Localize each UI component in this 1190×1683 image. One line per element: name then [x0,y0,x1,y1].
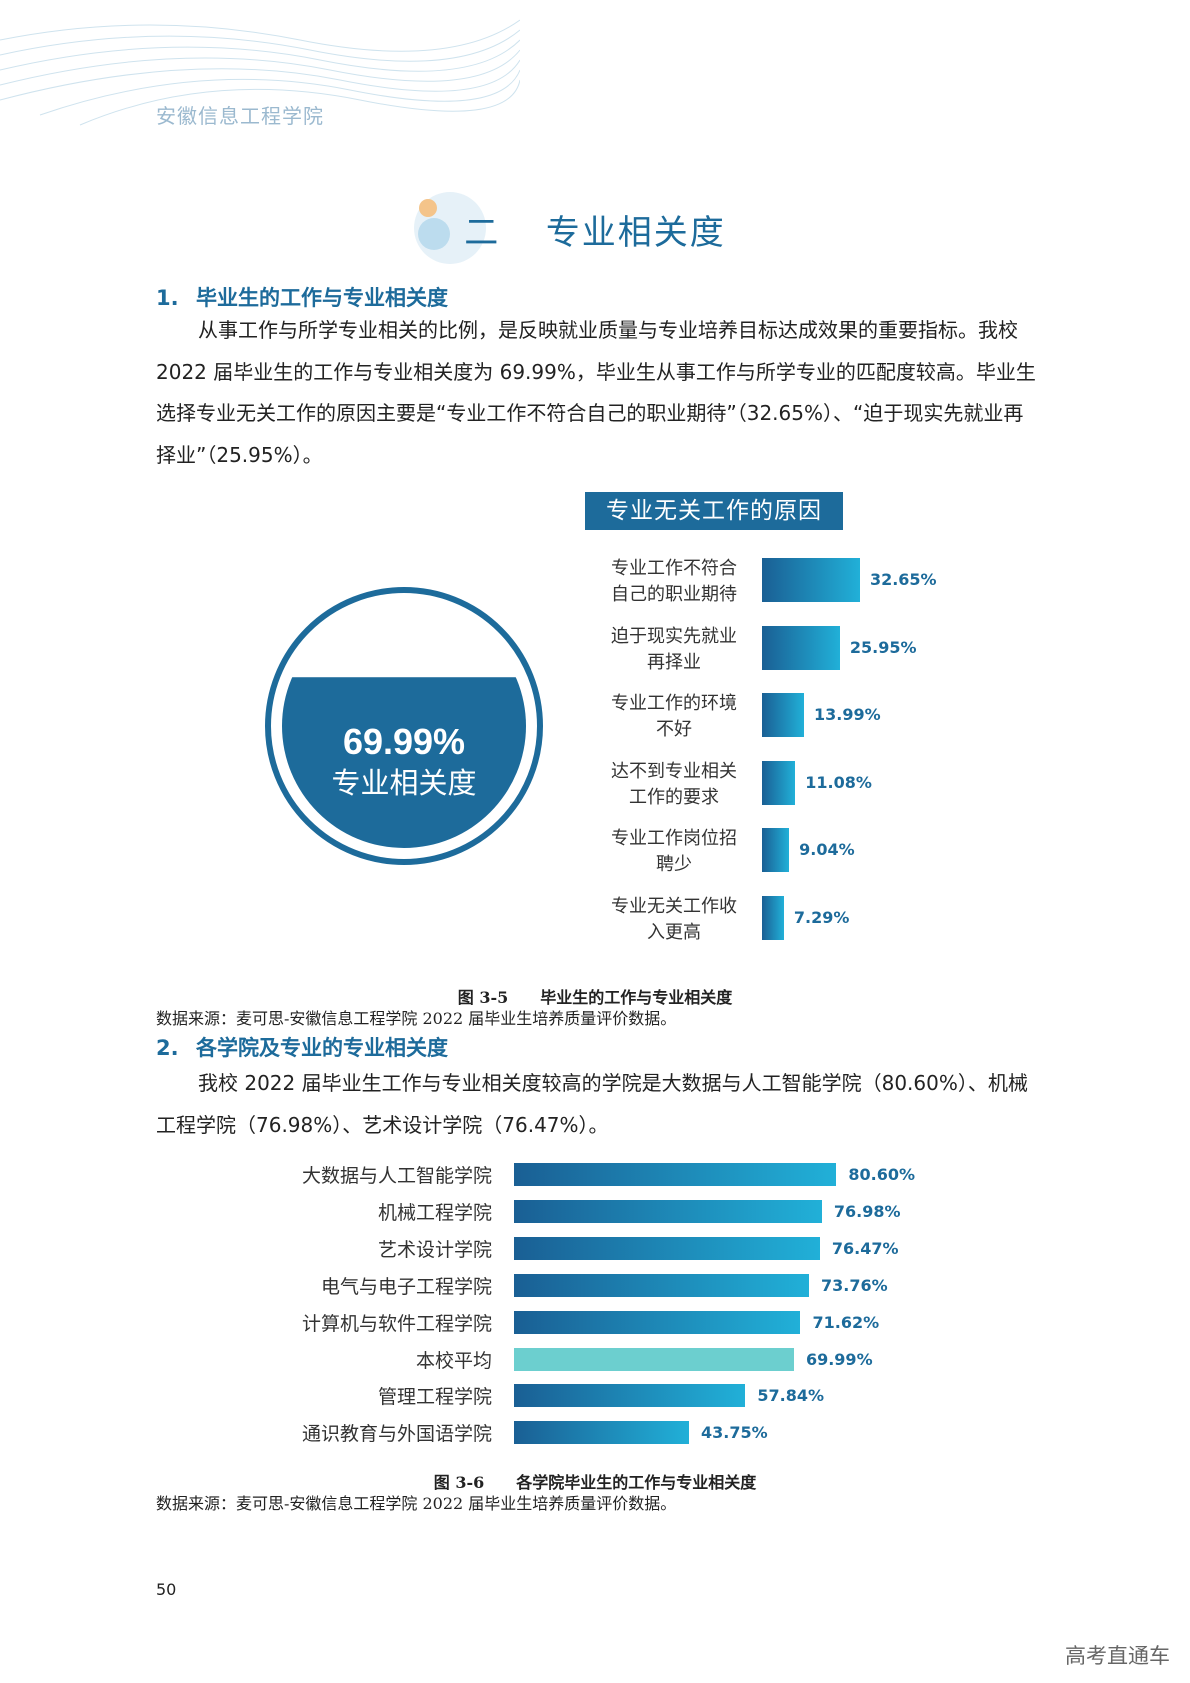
part2-paragraph: 我校 2022 届毕业生工作与专业相关度较高的学院是大数据与人工智能学院（80.… [156,1071,1028,1137]
college-bar-value: 71.62% [812,1312,880,1332]
college-label: 大数据与人工智能学院 [301,1165,492,1187]
reason-label-line: 达不到专业相关 [611,760,737,782]
part2-heading: 2. 各学院及专业的专业相关度 [156,1032,448,1062]
reason-label-line: 再择业 [647,651,701,673]
reason-label-line: 专业无关工作收 [611,895,737,917]
reason-bar [762,760,796,805]
college-bar [514,1384,746,1408]
reason-label-line: 聘少 [656,854,692,875]
reason-bar-value: 9.04% [799,840,855,859]
reason-bar [762,625,840,670]
college-bar [514,1236,820,1260]
college-label: 管理工程学院 [377,1386,492,1409]
reason-label-line: 专业工作的环境 [611,693,737,714]
section-title-decoration [414,192,486,264]
reason-label-line: 入更高 [647,921,701,943]
reason-label: 专业工作的环境 不好 [594,691,754,743]
part1-heading-text: 毕业生的工作与专业相关度 [196,286,448,310]
college-label: 通识教育与外国语学院 [301,1423,492,1446]
reason-bar [762,558,860,602]
reason-bar [762,828,790,872]
watermark: 高考直通车 [1065,1644,1170,1668]
reason-bar-value: 11.08% [805,772,872,792]
college-bar-value: 57.84% [757,1386,824,1406]
college-label: 机械工程学院 [377,1201,492,1224]
gauge-value: 69.99% [343,721,465,762]
reason-bar-value: 13.99% [813,705,881,724]
college-label: 艺术设计学院 [377,1238,492,1261]
part1-paragraph: 从事工作与所学专业相关的比例，是反映就业质量与专业培养目标达成效果的重要指标。我… [156,318,1036,467]
header-school-name: 安徽信息工程学院 [156,104,324,128]
college-bar-value: 80.60% [848,1165,916,1184]
reason-bar-value: 7.29% [793,907,850,927]
college-bar [514,1273,810,1297]
reason-bar [762,693,804,737]
college-bar-average [514,1347,794,1371]
reason-label: 达不到专业相关 工作的要求 [594,759,754,811]
reason-label-line: 专业工作不符合 [611,558,737,579]
fig1-source: 数据来源：麦可思-安徽信息工程学院 2022 届毕业生培养质量评价数据。 [156,1009,677,1028]
college-bar [514,1310,801,1334]
college-label: 电气与电子工程学院 [320,1275,492,1298]
college-bar-value: 69.99% [805,1349,873,1369]
relevance-gauge: 69.99% 专业相关度 [265,587,543,865]
reason-label-line: 专业工作岗位招 [611,828,737,849]
reason-bar-value: 32.65% [869,570,937,589]
section-number: 二 [464,213,501,253]
reason-label-line: 自己的职业期待 [611,584,737,605]
part2-number: 2. [156,1036,179,1060]
college-bar [514,1199,822,1223]
college-bar [514,1421,689,1445]
reason-label-line: 迫于现实先就业 [611,625,737,647]
reason-label: 专业无关工作收 入更高 [594,894,754,946]
college-bar-value: 76.98% [833,1201,901,1221]
part1-heading: 1. 毕业生的工作与专业相关度 [156,282,448,312]
college-label: 本校平均 [415,1349,492,1372]
reason-bar-value: 25.95% [849,637,917,657]
reason-bar [762,895,784,940]
reason-label: 专业工作岗位招 聘少 [594,826,754,878]
reason-label: 专业工作不符合 自己的职业期待 [594,556,754,608]
reason-label: 迫于现实先就业 再择业 [594,624,754,676]
part1-number: 1. [156,286,179,310]
reason-label-line: 工作的要求 [629,786,719,808]
gauge-label: 专业相关度 [331,766,476,800]
college-bar-value: 76.47% [831,1238,899,1258]
section-title-text: 专业相关度 [545,213,726,253]
fig2-source: 数据来源：麦可思-安徽信息工程学院 2022 届毕业生培养质量评价数据。 [156,1494,677,1513]
fig2-caption: 图 3-6 各学院毕业生的工作与专业相关度 [433,1473,757,1492]
page-number: 50 [156,1580,177,1599]
part2-heading-text: 各学院及专业的专业相关度 [196,1036,448,1060]
college-bar-value: 73.76% [821,1275,888,1295]
header-wave-decoration [0,19,520,126]
college-bar [514,1163,837,1186]
college-bar-value: 43.75% [701,1423,768,1443]
college-label: 计算机与软件工程学院 [301,1312,492,1335]
fig1-caption: 图 3-5 毕业生的工作与专业相关度 [457,988,733,1007]
reasons-chart-title: 专业无关工作的原因 [585,492,843,530]
reason-label-line: 不好 [656,719,692,740]
section-title: 二 专业相关度 [0,205,1190,254]
